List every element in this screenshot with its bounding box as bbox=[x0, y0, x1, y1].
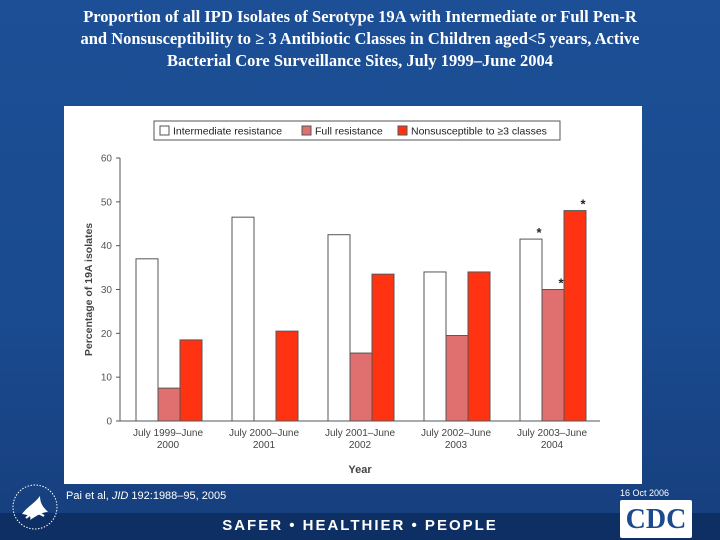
x-tick-label: July 2003–June bbox=[517, 428, 587, 439]
x-tick-label: July 2002–June bbox=[421, 428, 491, 439]
chart-panel: Intermediate resistance Full resistance No… bbox=[64, 106, 642, 484]
slide-date: 16 Oct 2006 bbox=[620, 488, 670, 498]
title-line-1: Proportion of all IPD Isolates of Seroty… bbox=[83, 7, 637, 26]
x-tick-label: 2002 bbox=[349, 440, 372, 451]
bar bbox=[157, 387, 181, 422]
x-tick-label: 2001 bbox=[253, 440, 276, 451]
slide-title: Proportion of all IPD Isolates of Seroty… bbox=[6, 6, 714, 72]
significance-marker: * bbox=[558, 276, 564, 291]
y-tick-label: 50 bbox=[101, 197, 113, 208]
cdc-logo: CDC bbox=[620, 500, 692, 538]
footer-bar bbox=[0, 513, 720, 540]
bar bbox=[275, 330, 299, 422]
x-axis-title: Year bbox=[348, 464, 372, 476]
citation-journal: JID bbox=[111, 490, 129, 502]
hhs-eagle-seal-icon bbox=[12, 484, 58, 530]
y-tick-label: 40 bbox=[101, 241, 113, 252]
x-tick-label: 2000 bbox=[157, 440, 180, 451]
bar bbox=[519, 238, 543, 422]
significance-marker: * bbox=[536, 225, 542, 240]
bar bbox=[563, 210, 587, 422]
x-tick-label: July 1999–June bbox=[133, 428, 203, 439]
cdc-logo-text: CDC bbox=[625, 504, 687, 535]
legend-swatch bbox=[301, 125, 312, 136]
bar bbox=[541, 289, 565, 422]
y-tick-label: 30 bbox=[101, 285, 113, 296]
x-tick-label: July 2000–June bbox=[229, 428, 299, 439]
bar bbox=[179, 339, 203, 422]
bar-chart: Intermediate resistance Full resistance No… bbox=[83, 120, 600, 476]
bar bbox=[135, 258, 159, 422]
significance-marker: * bbox=[580, 197, 586, 212]
bar bbox=[371, 273, 395, 422]
y-axis-title: Percentage of 19A isolates bbox=[83, 223, 95, 356]
x-tick-label: 2003 bbox=[445, 440, 468, 451]
bar bbox=[349, 352, 373, 422]
title-line-3: Bacterial Core Surveillance Sites, July … bbox=[166, 51, 554, 70]
y-tick-label: 20 bbox=[101, 329, 113, 340]
tagline: SAFER • HEALTHIER • PEOPLE bbox=[222, 517, 498, 534]
title-line-2: and Nonsusceptibility to ≥ 3 Antibiotic … bbox=[80, 29, 640, 48]
legend-label: Intermediate resistance bbox=[173, 126, 282, 138]
legend-swatch bbox=[159, 125, 170, 136]
legend-label: Full resistance bbox=[315, 126, 383, 138]
y-tick-label: 10 bbox=[101, 373, 113, 384]
x-tick-label: 2004 bbox=[541, 440, 564, 451]
citation-authors: Pai et al, bbox=[66, 490, 112, 502]
bar bbox=[423, 271, 447, 422]
y-tick-label: 0 bbox=[106, 417, 112, 428]
bar bbox=[445, 335, 469, 422]
x-tick-label: July 2001–June bbox=[325, 428, 395, 439]
citation: Pai et al, JID 192:1988–95, 2005 bbox=[66, 490, 226, 502]
legend-box bbox=[153, 120, 561, 141]
legend-swatch bbox=[397, 125, 408, 136]
bar bbox=[467, 271, 491, 422]
y-tick-label: 60 bbox=[101, 154, 113, 165]
citation-details: 192:1988–95, 2005 bbox=[128, 490, 227, 502]
bar bbox=[231, 216, 255, 422]
bar bbox=[327, 234, 351, 422]
legend-label: Nonsusceptible to ≥3 classes bbox=[411, 126, 547, 138]
